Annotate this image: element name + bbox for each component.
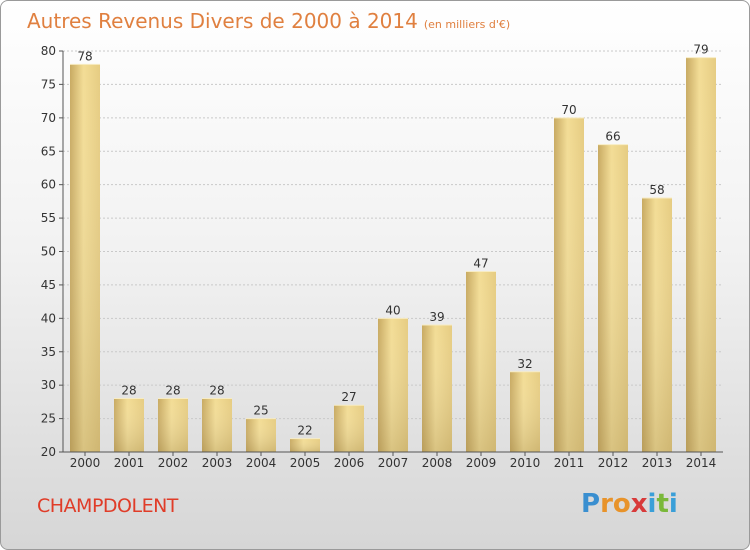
bar-shade: [422, 325, 452, 452]
x-tick-label: 2000: [70, 456, 101, 470]
x-tick-label: 2007: [378, 456, 409, 470]
logo-letter: i: [647, 489, 657, 519]
logo-letter: o: [612, 489, 631, 519]
title-text: Autres Revenus Divers de 2000 à 2014: [27, 9, 418, 33]
y-tick-label: 35: [41, 345, 56, 359]
bar-value-label: 47: [473, 257, 488, 271]
commune-name: CHAMPDOLENT: [37, 495, 178, 517]
bar-shade: [70, 64, 100, 452]
bar-shade: [686, 57, 716, 452]
x-tick-label: 2014: [686, 456, 717, 470]
bar-value-label: 39: [429, 310, 444, 324]
y-tick-label: 75: [41, 77, 56, 91]
bar-shade: [598, 144, 628, 453]
x-tick-label: 2001: [114, 456, 145, 470]
y-tick-label: 80: [41, 44, 56, 58]
bar-value-label: 28: [165, 384, 180, 398]
proxiti-logo: Proxiti: [581, 489, 678, 519]
logo-letter: r: [600, 489, 613, 519]
logo-letter: P: [581, 489, 601, 519]
y-tick-label: 60: [41, 178, 56, 192]
y-tick-label: 70: [41, 111, 56, 125]
bar-shade: [114, 398, 144, 452]
bar-shade: [246, 418, 276, 452]
y-tick-label: 65: [41, 144, 56, 158]
bars: 78 28 28 28 25 22 27 40 39 47 32 70 66 58 79: [70, 43, 716, 453]
bar-value-label: 70: [561, 103, 576, 117]
bar-value-label: 28: [209, 384, 224, 398]
logo-letter: t: [656, 489, 669, 519]
bar-value-label: 28: [121, 384, 136, 398]
bar-shade: [334, 405, 364, 452]
bar-value-label: 32: [517, 357, 532, 371]
bar-shade: [466, 271, 496, 452]
y-tick-label: 25: [41, 412, 56, 426]
logo-letter: x: [630, 489, 648, 519]
x-tick-label: 2005: [290, 456, 321, 470]
y-tick-label: 30: [41, 378, 56, 392]
bar-value-label: 40: [385, 303, 400, 317]
bar-shade: [202, 398, 232, 452]
bar-value-label: 79: [693, 43, 708, 57]
bar-shade: [642, 198, 672, 452]
y-tick-label: 45: [41, 278, 56, 292]
bar-value-label: 27: [341, 390, 356, 404]
bar-value-label: 78: [77, 49, 92, 63]
chart-subtitle: (en milliers d'€): [423, 18, 511, 31]
x-tick-label: 2002: [158, 456, 189, 470]
bar-shade: [378, 318, 408, 452]
bar-shade: [554, 117, 584, 452]
x-tick-label: 2010: [510, 456, 541, 470]
bar-shade: [158, 398, 188, 452]
bar-value-label: 58: [649, 183, 664, 197]
y-tick-label: 40: [41, 311, 56, 325]
bar-value-label: 66: [605, 130, 620, 144]
x-tick-label: 2011: [554, 456, 585, 470]
bar-shade: [510, 371, 540, 452]
bar-value-label: 22: [297, 424, 312, 438]
x-tick-label: 2006: [334, 456, 365, 470]
logo-letter: i: [668, 489, 678, 519]
axes: 20 25 30 35 40 45 50 55 60 65 70 75 80 2000 2001 2002 20…: [41, 44, 723, 470]
x-tick-label: 2004: [246, 456, 277, 470]
y-tick-label: 20: [41, 445, 56, 459]
chart-title: Autres Revenus Divers de 2000 à 2014 (en …: [27, 9, 510, 33]
x-tick-label: 2013: [642, 456, 673, 470]
y-tick-label: 55: [41, 211, 56, 225]
x-tick-label: 2009: [466, 456, 497, 470]
x-tick-label: 2008: [422, 456, 453, 470]
y-tick-label: 50: [41, 245, 56, 259]
bar-value-label: 25: [253, 404, 268, 418]
bar-shade: [290, 438, 320, 452]
x-tick-label: 2012: [598, 456, 629, 470]
x-tick-label: 2003: [202, 456, 233, 470]
